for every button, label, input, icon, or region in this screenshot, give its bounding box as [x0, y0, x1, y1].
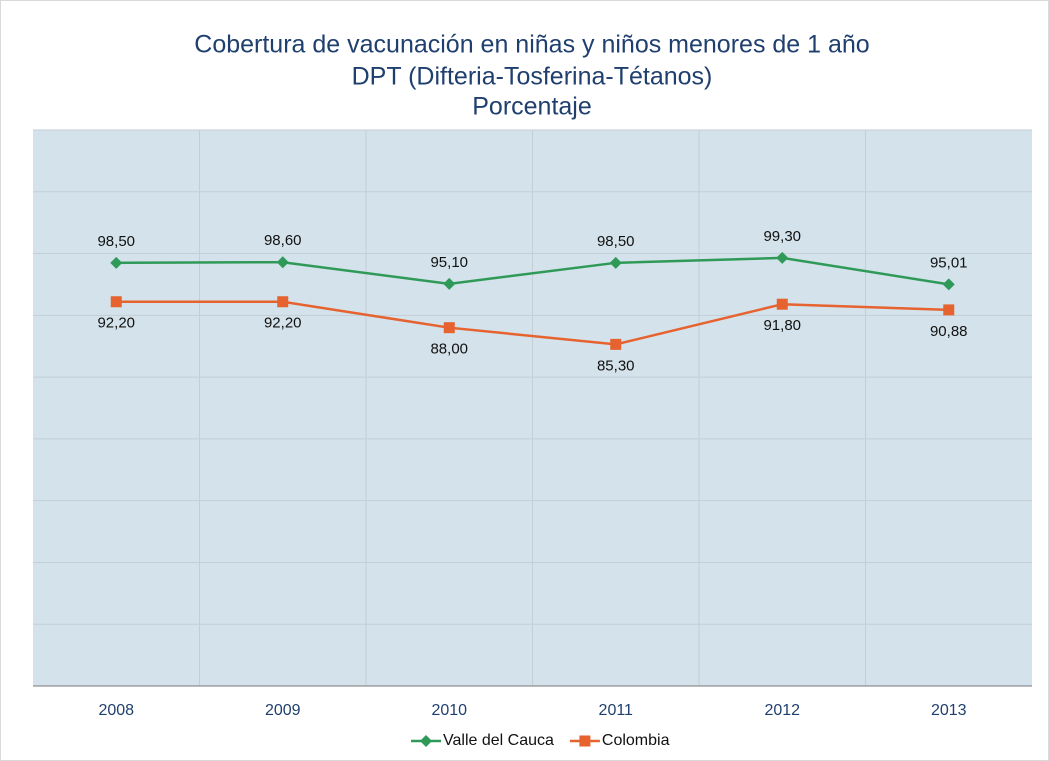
data-point	[110, 256, 123, 269]
data-label: 98,50	[97, 233, 135, 250]
data-label: 95,01	[930, 254, 968, 271]
series-line	[116, 256, 949, 286]
chart-title: Cobertura de vacunación en niñas y niños…	[194, 31, 869, 59]
data-point	[609, 256, 622, 269]
data-point	[443, 277, 456, 290]
data-point	[443, 322, 455, 334]
data-label: 91,80	[763, 317, 801, 334]
data-label: 90,88	[930, 323, 968, 340]
x-tick-label: 2010	[431, 702, 467, 719]
data-label: 95,10	[430, 254, 468, 271]
data-point	[610, 338, 622, 350]
data-point	[110, 296, 122, 308]
data-point	[276, 256, 289, 269]
data-label: 99,30	[763, 228, 801, 245]
legend-marker	[420, 735, 432, 747]
x-tick-label: 2008	[98, 702, 134, 719]
data-point	[942, 278, 955, 291]
data-label: 88,00	[430, 341, 468, 358]
chart-subtitle: Porcentaje	[472, 93, 592, 121]
x-tick-label: 2011	[599, 702, 634, 719]
legend-marker	[579, 735, 591, 747]
data-point	[277, 296, 289, 308]
x-tick-label: 2013	[931, 702, 967, 719]
data-point	[776, 251, 789, 264]
data-label: 98,50	[597, 233, 635, 250]
data-label: 85,30	[597, 357, 635, 374]
legend-label: Colombia	[602, 732, 670, 749]
legend-label: Valle del Cauca	[443, 732, 554, 749]
data-label: 92,20	[264, 315, 302, 332]
chart-subtitle: DPT (Difteria-Tosferina-Tétanos)	[352, 63, 713, 91]
data-label: 92,20	[97, 315, 135, 332]
data-label: 98,60	[264, 232, 302, 249]
x-tick-label: 2012	[764, 702, 800, 719]
series-line	[116, 300, 949, 346]
data-point	[943, 304, 955, 316]
data-point	[776, 298, 788, 310]
x-tick-label: 2009	[265, 702, 301, 719]
